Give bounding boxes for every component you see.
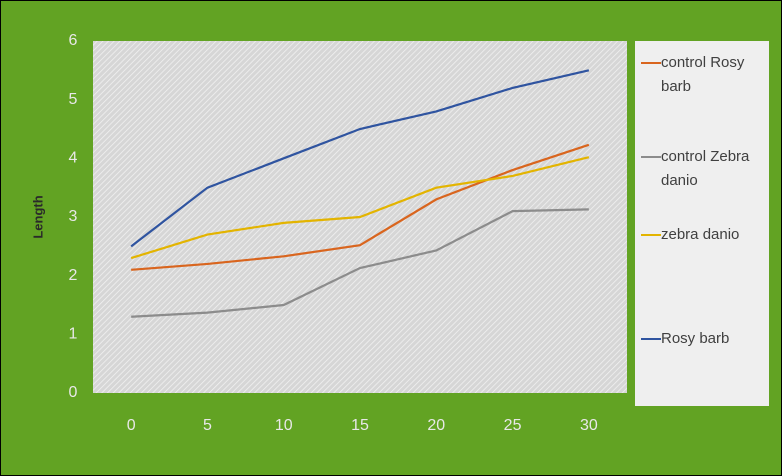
legend-entry: zebra danio — [641, 223, 765, 247]
x-tick-label: 5 — [203, 417, 212, 434]
y-axis-label: Length — [30, 195, 45, 238]
y-tick-label: 6 — [69, 32, 78, 49]
series-line — [131, 143, 590, 271]
x-tick-label: 10 — [275, 417, 293, 434]
y-tick-label: 0 — [69, 384, 78, 401]
legend-label: control Zebra danio — [661, 148, 750, 189]
legend-swatch — [641, 62, 661, 64]
legend: control Rosy barb control Zebra danio zebr… — [635, 41, 769, 406]
legend-entry: control Zebra danio — [641, 145, 765, 193]
legend-label: zebra danio — [661, 226, 740, 243]
y-tick-label: 3 — [69, 208, 78, 225]
y-tick-label: 5 — [69, 91, 78, 108]
x-tick-label: 15 — [351, 417, 369, 434]
series-line — [131, 208, 589, 318]
legend-swatch — [641, 156, 661, 158]
legend-swatch — [641, 338, 661, 340]
y-tick-label: 2 — [69, 267, 78, 284]
legend-entry: Rosy barb — [641, 327, 765, 351]
x-tick-label: 30 — [580, 417, 598, 434]
x-tick-label: 20 — [427, 417, 445, 434]
y-tick-label: 4 — [69, 150, 78, 167]
legend-label: Rosy barb — [661, 330, 730, 347]
legend-swatch — [641, 234, 661, 236]
series-line — [130, 156, 590, 260]
legend-entry: control Rosy barb — [641, 51, 765, 99]
y-tick-label: 1 — [69, 326, 78, 343]
x-tick-label: 0 — [127, 417, 136, 434]
x-tick-label: 25 — [504, 417, 522, 434]
series-line — [130, 69, 590, 248]
legend-label: control Rosy barb — [661, 54, 745, 95]
